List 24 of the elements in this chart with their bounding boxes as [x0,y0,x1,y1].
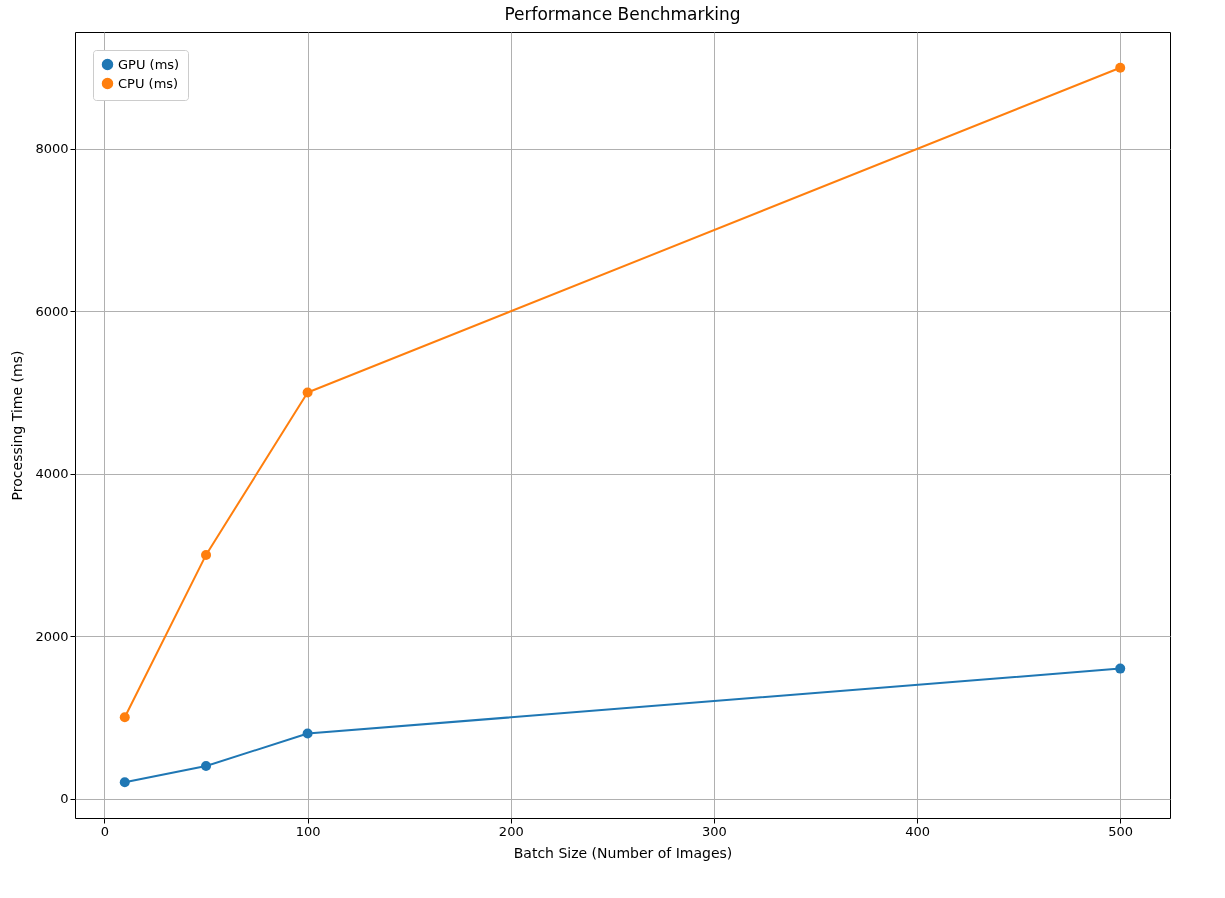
point [1115,663,1126,674]
legend-label: GPU (ms) [118,56,180,72]
x-axis-title: Batch Size (Number of Images) [513,844,733,861]
point [119,712,130,723]
x-tick-label: 100 [295,823,321,839]
y-axis-title: Processing Time (ms) [9,350,26,501]
x-tick-label: 500 [1108,823,1134,839]
y-tick-label: 0 [60,791,69,807]
chart-title: Performance Benchmarking [504,4,741,24]
point [302,728,313,739]
x-tick-label: 400 [905,823,930,839]
point [201,549,212,560]
y-tick-label: 6000 [35,303,69,319]
point [302,387,313,398]
point [119,777,130,788]
point [1115,62,1126,73]
x-tick-label: 200 [498,823,524,839]
y-tick-label: 2000 [35,628,69,644]
y-tick-label: 4000 [35,466,69,482]
legend-label: CPU (ms) [118,75,179,91]
x-tick-label: 0 [100,823,110,839]
y-tick-label: 8000 [35,141,69,157]
x-tick-label: 300 [702,823,727,839]
point [201,761,212,772]
